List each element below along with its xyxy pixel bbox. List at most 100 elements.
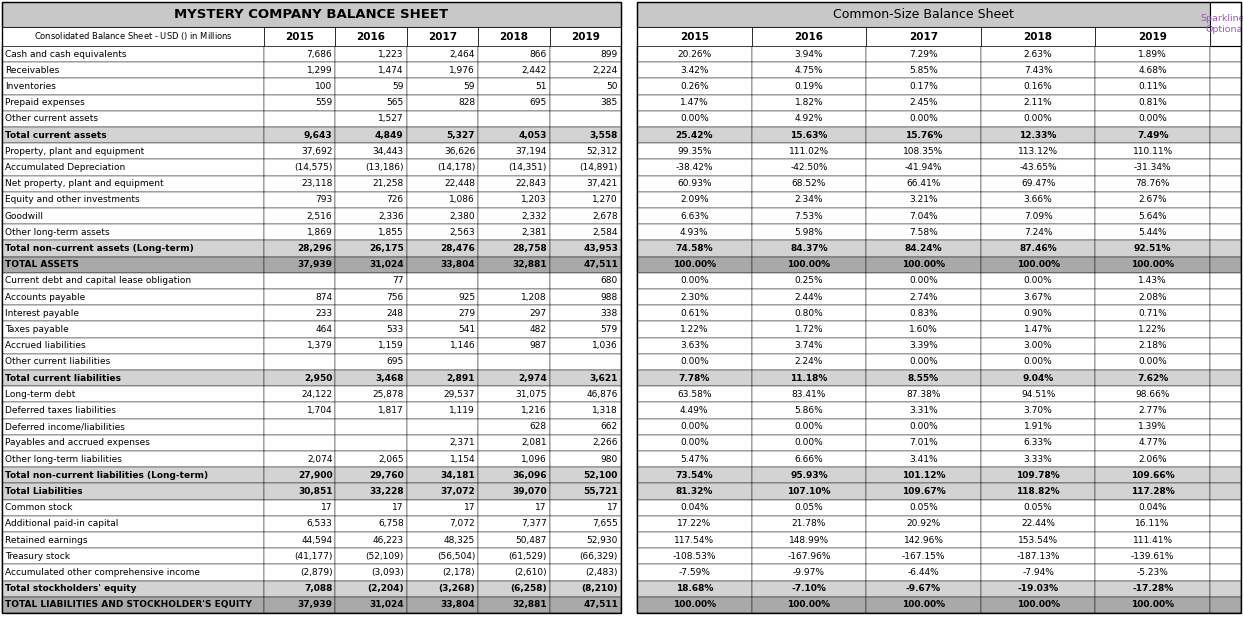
Bar (549, 289, 622, 305)
Bar (264, 208, 336, 224)
Text: 4.49%: 4.49% (680, 406, 709, 415)
Bar (2, 580, 264, 597)
Text: 1,379: 1,379 (307, 341, 332, 350)
Text: 385: 385 (600, 98, 618, 107)
Bar (336, 337, 406, 354)
Text: -7.59%: -7.59% (679, 568, 710, 577)
Bar (1095, 111, 1209, 127)
Text: Other long-term liabilities: Other long-term liabilities (5, 454, 122, 463)
Bar (406, 289, 479, 305)
Text: 48,325: 48,325 (444, 536, 475, 544)
Text: 6,758: 6,758 (378, 520, 404, 529)
Bar (636, 435, 752, 451)
Text: Consolidated Balance Sheet - USD ($) $ in Millions: Consolidated Balance Sheet - USD ($) $ i… (34, 30, 232, 42)
Bar (636, 516, 752, 532)
Bar (479, 256, 549, 273)
Text: 31,075: 31,075 (515, 390, 547, 399)
Bar (981, 337, 1095, 354)
Text: 464: 464 (316, 325, 332, 334)
Bar (1095, 192, 1209, 208)
Bar (1095, 370, 1209, 386)
Bar (264, 484, 336, 499)
Bar (1095, 62, 1209, 78)
Text: 7.53%: 7.53% (794, 211, 823, 220)
Bar (406, 499, 479, 516)
Bar (1209, 532, 1241, 548)
Bar (981, 597, 1095, 613)
Text: 2,381: 2,381 (521, 228, 547, 237)
Text: 94.51%: 94.51% (1021, 390, 1055, 399)
Text: 2016: 2016 (794, 32, 823, 42)
Text: 1.72%: 1.72% (794, 325, 823, 334)
Bar (549, 62, 622, 78)
Bar (981, 532, 1095, 548)
Bar (264, 241, 336, 256)
Text: Deferred taxes liabilities: Deferred taxes liabilities (5, 406, 116, 415)
Bar (866, 516, 981, 532)
Bar (406, 305, 479, 322)
Text: Accumulated other comprehensive income: Accumulated other comprehensive income (5, 568, 200, 577)
Bar (1209, 62, 1241, 78)
Text: 0.05%: 0.05% (1024, 503, 1053, 512)
Text: 50,487: 50,487 (516, 536, 547, 544)
Bar (264, 322, 336, 337)
Bar (752, 127, 866, 143)
Text: 1,119: 1,119 (450, 406, 475, 415)
Bar (549, 46, 622, 62)
Text: -108.53%: -108.53% (672, 552, 716, 561)
Text: 9.04%: 9.04% (1023, 373, 1054, 382)
Text: Total Liabilities: Total Liabilities (5, 487, 82, 496)
Text: 73.54%: 73.54% (675, 471, 713, 480)
Text: 36,096: 36,096 (512, 471, 547, 480)
Text: 2.09%: 2.09% (680, 196, 709, 204)
Bar (866, 337, 981, 354)
Bar (752, 27, 866, 46)
Bar (866, 484, 981, 499)
Text: (6,258): (6,258) (510, 584, 547, 593)
Bar (2, 370, 264, 386)
Text: 233: 233 (316, 309, 332, 318)
Bar (981, 516, 1095, 532)
Bar (336, 403, 406, 418)
Text: 43,953: 43,953 (583, 244, 618, 253)
Bar (549, 499, 622, 516)
Text: 0.00%: 0.00% (1139, 115, 1167, 123)
Bar (264, 467, 336, 484)
Bar (866, 580, 981, 597)
Text: 7,377: 7,377 (521, 520, 547, 529)
Bar (981, 386, 1095, 403)
Bar (981, 111, 1095, 127)
Bar (1209, 2, 1241, 46)
Bar (981, 208, 1095, 224)
Bar (866, 241, 981, 256)
Text: 988: 988 (600, 292, 618, 301)
Bar (866, 370, 981, 386)
Text: (41,177): (41,177) (295, 552, 332, 561)
Text: 108.35%: 108.35% (904, 147, 943, 156)
Bar (636, 111, 752, 127)
Text: 3.33%: 3.33% (1024, 454, 1053, 463)
Bar (1095, 403, 1209, 418)
Text: 37,194: 37,194 (516, 147, 547, 156)
Text: (52,109): (52,109) (365, 552, 404, 561)
Bar (1209, 160, 1241, 175)
Text: 22,843: 22,843 (516, 179, 547, 188)
Bar (1209, 208, 1241, 224)
Text: 3.94%: 3.94% (794, 49, 823, 59)
Bar (479, 548, 549, 565)
Text: 63.58%: 63.58% (677, 390, 711, 399)
Text: 0.00%: 0.00% (680, 439, 709, 448)
Text: 0.00%: 0.00% (909, 277, 938, 285)
Bar (336, 160, 406, 175)
Text: (56,504): (56,504) (436, 552, 475, 561)
Text: 680: 680 (600, 277, 618, 285)
Bar (2, 597, 264, 613)
Text: 44,594: 44,594 (301, 536, 332, 544)
Text: 5.47%: 5.47% (680, 454, 709, 463)
Text: 1,976: 1,976 (450, 66, 475, 75)
Text: 628: 628 (530, 422, 547, 431)
Bar (549, 94, 622, 111)
Bar (549, 192, 622, 208)
Text: 7,655: 7,655 (592, 520, 618, 529)
Text: 100.00%: 100.00% (787, 260, 830, 269)
